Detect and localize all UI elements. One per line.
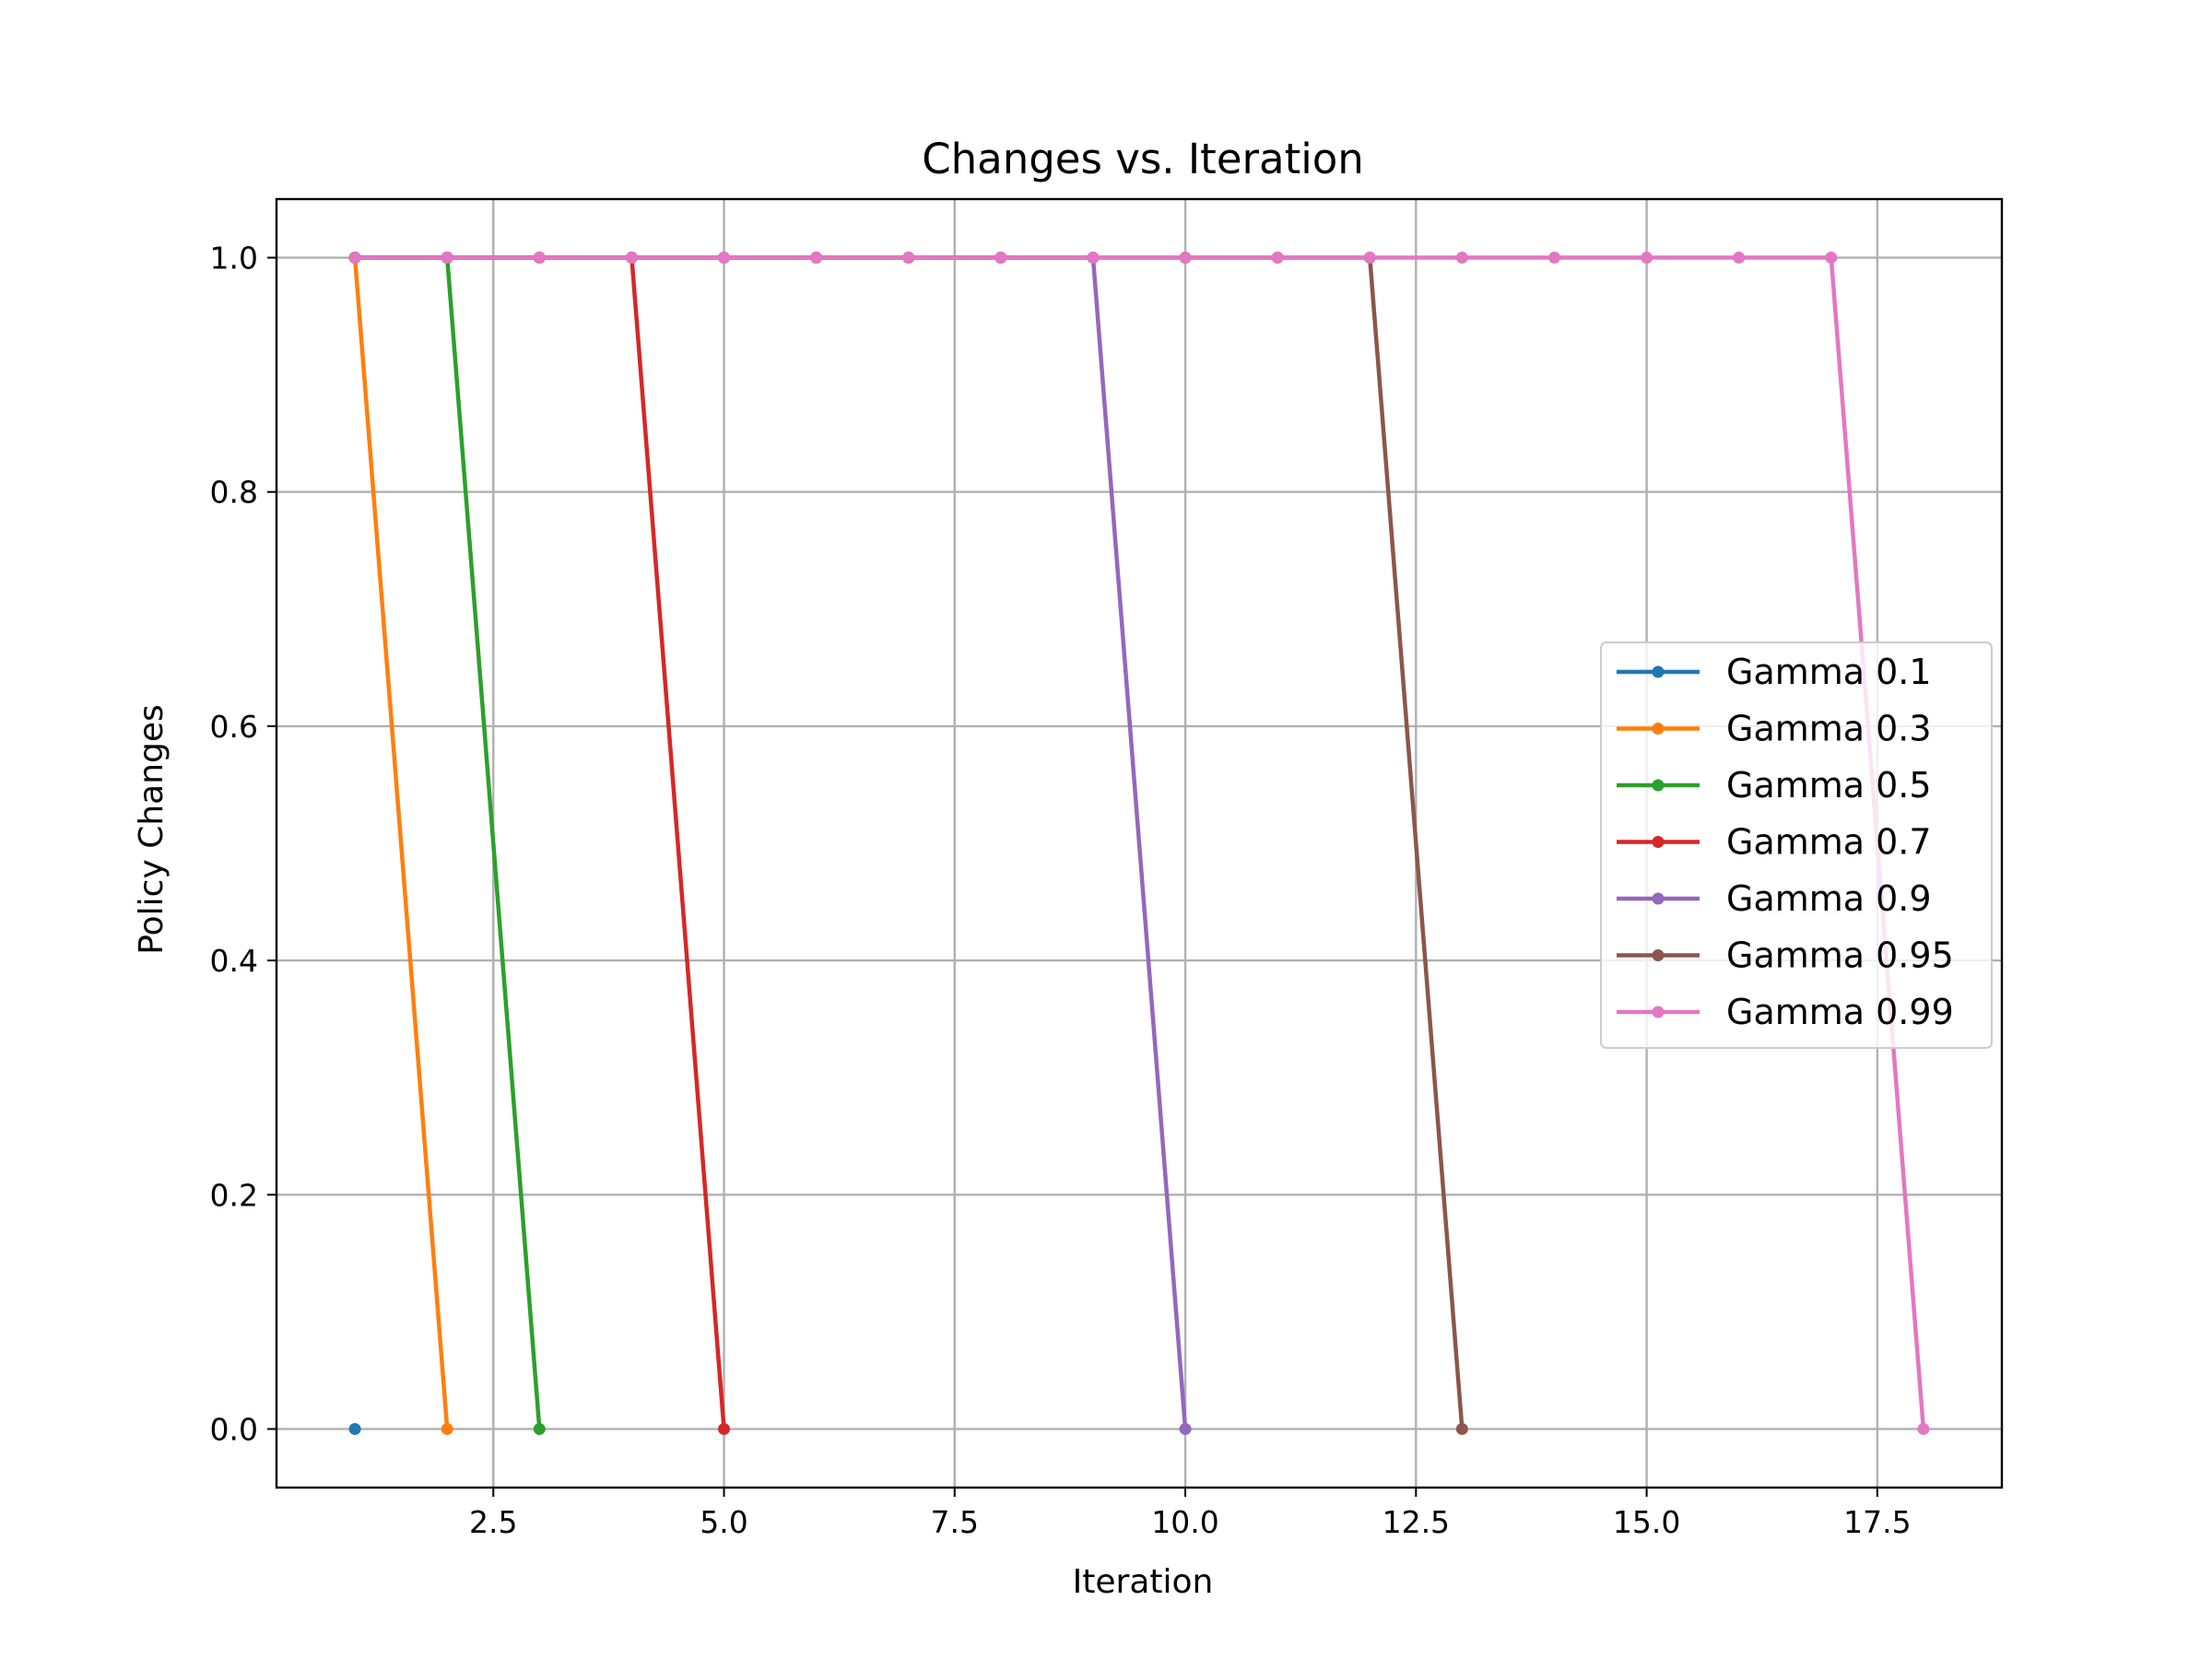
axis-ticks: 2.5 5.0 7.5 10.0 12.5 15.0 17.5 0.0 0.2 0.4 0.6 0.8…: [210, 241, 1912, 1540]
data-point: [718, 1422, 731, 1435]
data-point: [718, 252, 731, 265]
legend-swatch-marker: [1652, 779, 1665, 792]
x-tick-label: 12.5: [1382, 1504, 1450, 1540]
legend-swatch-marker: [1652, 892, 1665, 905]
legend-label: Gamma 0.99: [1726, 992, 1954, 1032]
data-point: [994, 252, 1007, 265]
y-tick-label: 0.4: [210, 943, 258, 979]
legend-item: Gamma 0.99: [1617, 992, 1954, 1032]
legend-label: Gamma 0.95: [1726, 935, 1954, 976]
data-point: [348, 252, 361, 265]
legend-label: Gamma 0.7: [1726, 822, 1932, 863]
data-point: [348, 1422, 361, 1435]
legend-item: Gamma 0.3: [1617, 709, 1932, 749]
plot-frame: [275, 197, 2004, 1489]
data-point: [625, 252, 638, 265]
series-lines: [348, 252, 1930, 1435]
data-point: [810, 252, 823, 265]
data-point: [1087, 252, 1100, 265]
data-point: [1733, 252, 1746, 265]
data-point: [1271, 252, 1284, 265]
legend-swatch-marker: [1652, 665, 1665, 678]
data-point: [1917, 1422, 1930, 1435]
y-tick-label: 0.0: [210, 1411, 258, 1447]
x-tick-label: 7.5: [931, 1504, 979, 1540]
x-tick-label: 17.5: [1843, 1504, 1911, 1540]
legend-label: Gamma 0.3: [1726, 709, 1932, 749]
x-tick-label: 2.5: [469, 1504, 517, 1540]
legend-swatch-marker: [1652, 723, 1665, 735]
data-point: [441, 1422, 453, 1435]
data-point: [1455, 252, 1468, 265]
data-point: [902, 252, 915, 265]
legend-label: Gamma 0.5: [1726, 765, 1932, 806]
y-axis-label: Policy Changes: [133, 704, 171, 955]
data-point: [533, 1422, 546, 1435]
legend-label: Gamma 0.9: [1726, 878, 1932, 919]
legend-label: Gamma 0.1: [1726, 652, 1932, 692]
data-point: [441, 252, 453, 265]
data-point: [1641, 252, 1653, 265]
data-point: [1547, 252, 1560, 265]
legend-item: Gamma 0.95: [1617, 935, 1954, 976]
y-tick-label: 0.2: [210, 1177, 258, 1213]
series-gamma-0-1: [348, 1422, 361, 1435]
legend-box: [1600, 641, 1993, 1049]
legend-swatch-marker: [1652, 836, 1665, 848]
data-point: [1455, 1422, 1468, 1435]
data-point: [533, 252, 546, 265]
legend-item: Gamma 0.7: [1617, 822, 1932, 863]
x-tick-label: 5.0: [700, 1504, 747, 1540]
legend-swatch-marker: [1652, 949, 1665, 961]
x-tick-label: 15.0: [1613, 1504, 1680, 1540]
series-line: [352, 255, 1926, 1431]
data-point: [1825, 252, 1838, 265]
legend-item: Gamma 0.5: [1617, 765, 1932, 806]
x-tick-label: 10.0: [1151, 1504, 1218, 1540]
chart-title: Changes vs. Iteration: [922, 135, 1364, 183]
data-point: [1179, 1422, 1192, 1435]
legend-item: Gamma 0.1: [1617, 652, 1932, 692]
data-point: [1179, 252, 1192, 265]
y-tick-label: 0.6: [210, 709, 258, 745]
y-tick-label: 0.8: [210, 475, 258, 511]
series-gamma-0-99: [348, 252, 1930, 1435]
x-axis-label: Iteration: [1073, 1563, 1214, 1601]
data-point: [1363, 252, 1376, 265]
legend: Gamma 0.1 Gamma 0.3 Gamma 0.5 Gamma 0.7 Gamm…: [1600, 641, 1993, 1049]
legend-item: Gamma 0.9: [1617, 878, 1932, 919]
y-tick-label: 1.0: [210, 241, 258, 276]
series-line: [352, 255, 450, 1431]
legend-swatch-marker: [1652, 1006, 1665, 1018]
